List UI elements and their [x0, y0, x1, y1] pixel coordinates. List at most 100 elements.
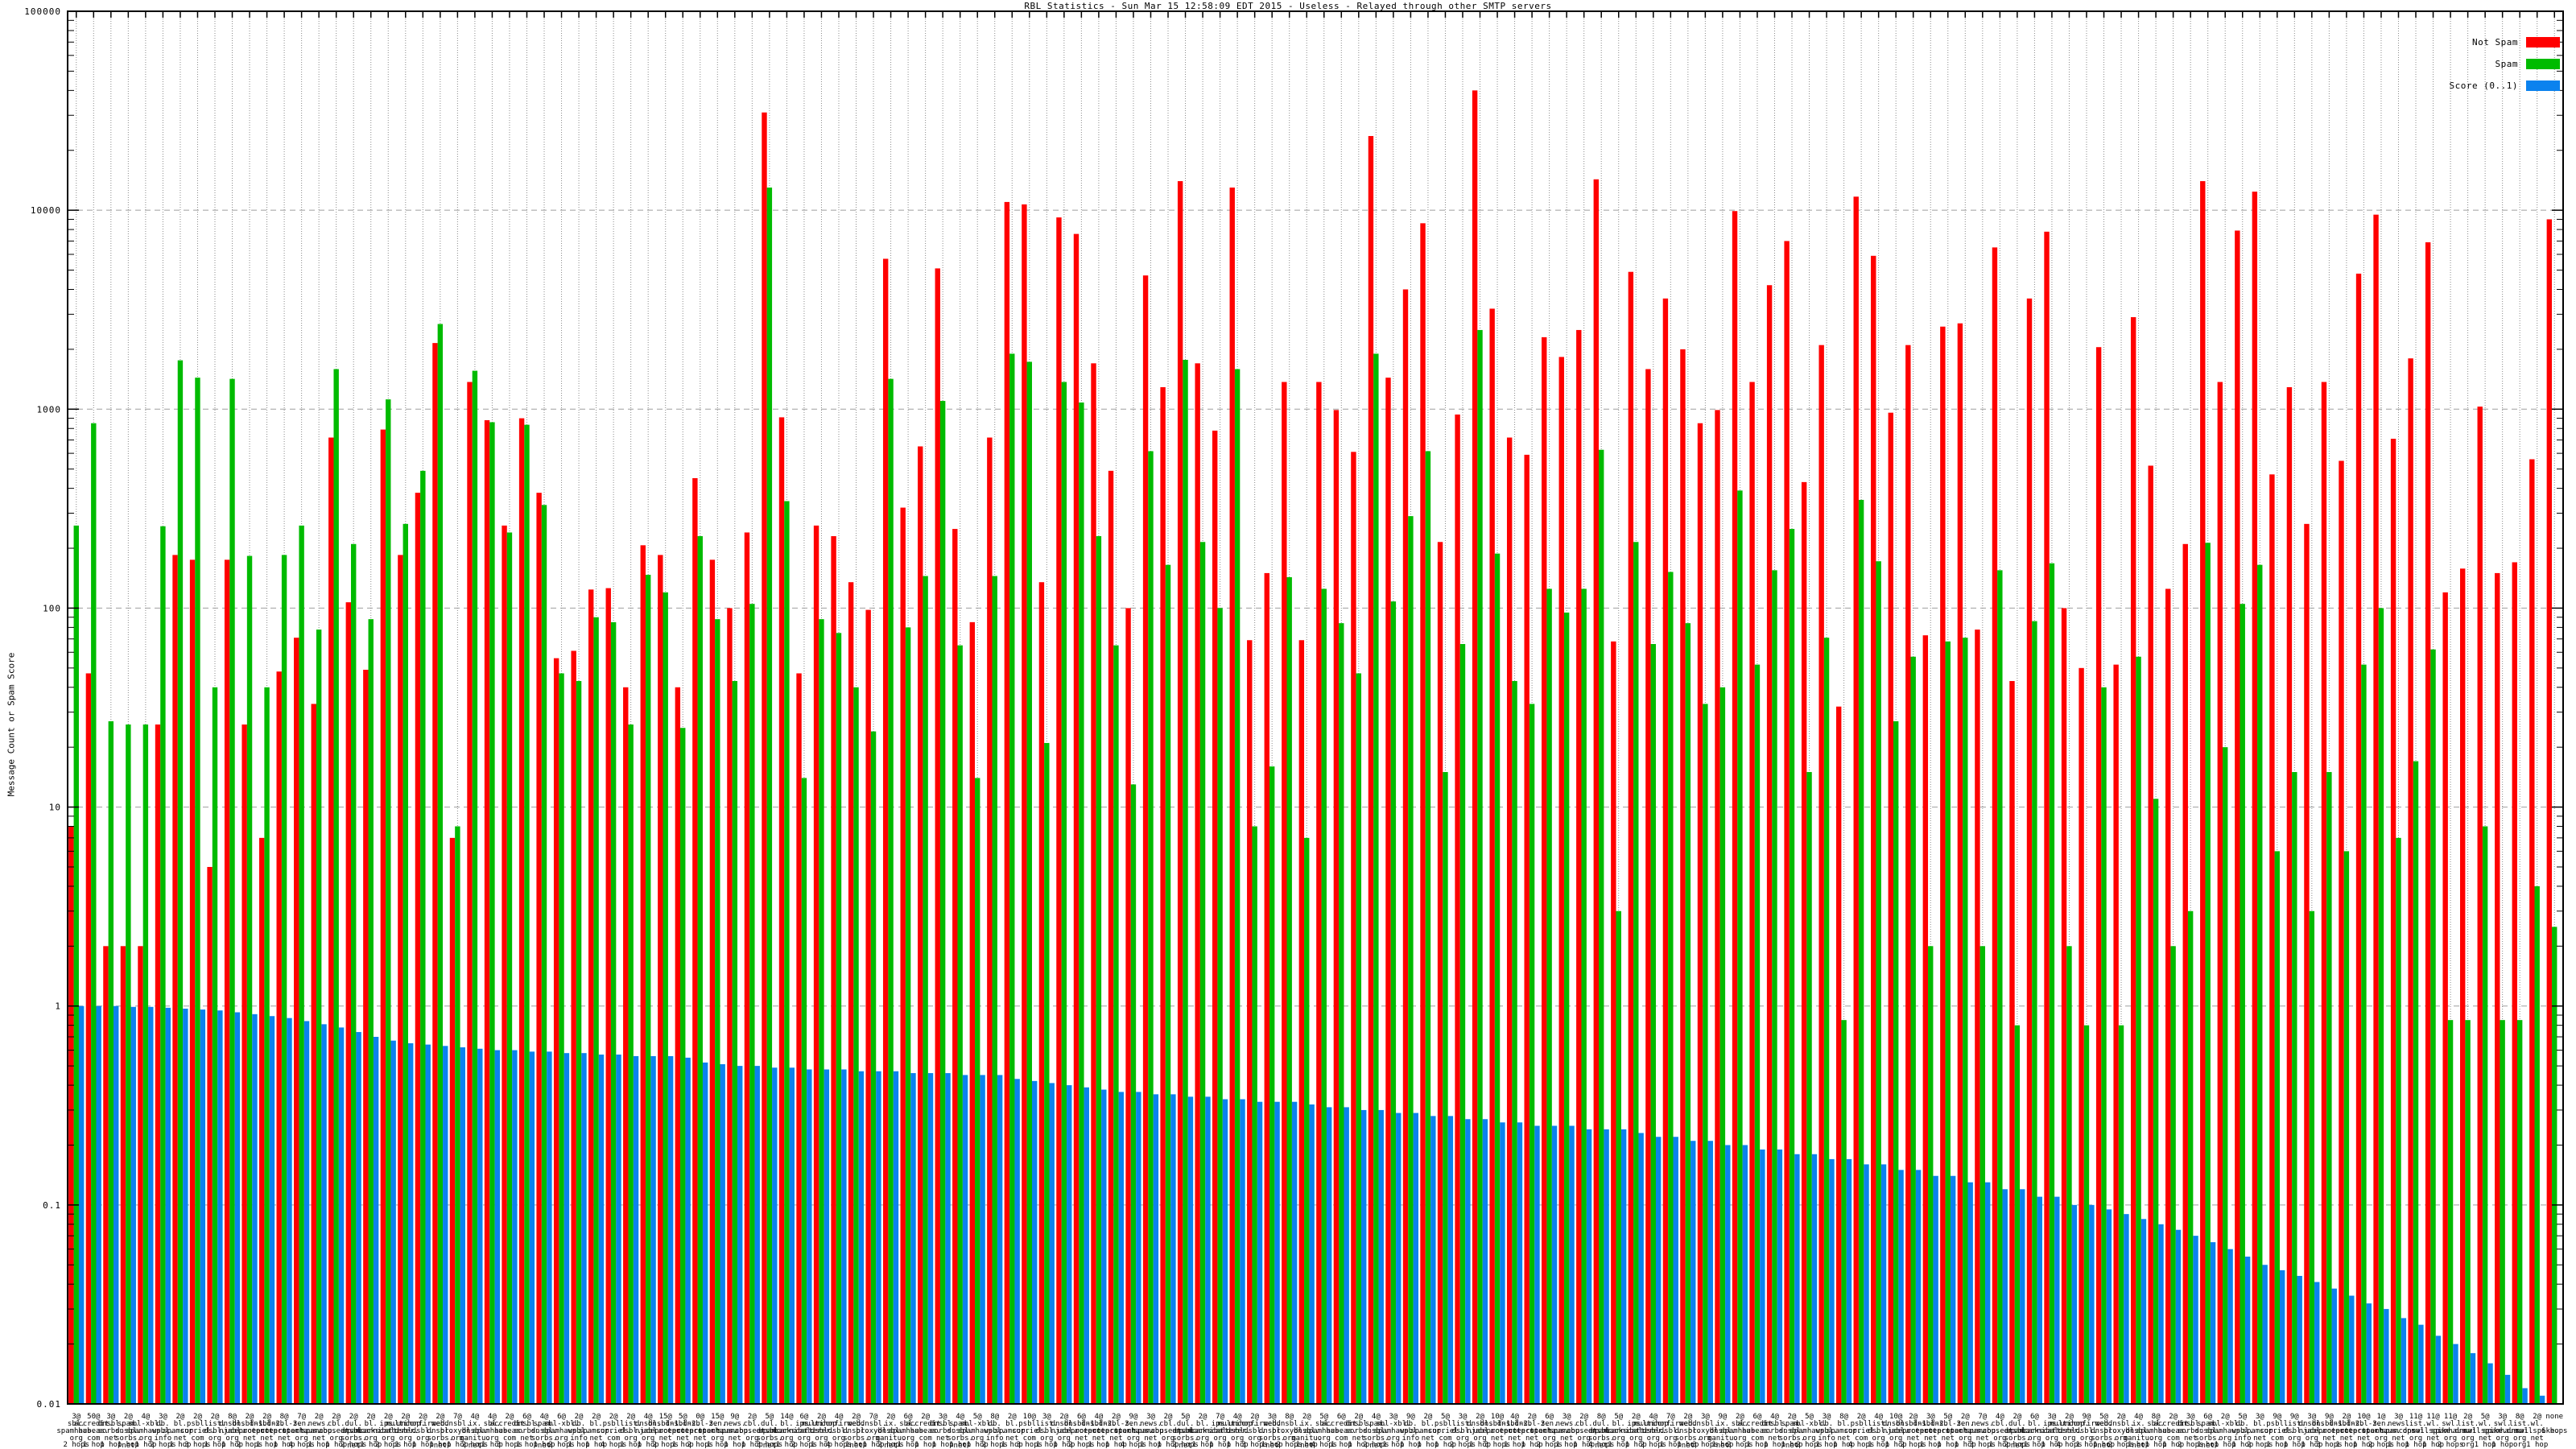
- bar-not-spam: [2235, 230, 2240, 1404]
- bar-not-spam: [918, 446, 923, 1404]
- bar-spam: [1910, 656, 1916, 1404]
- bar-spam: [593, 617, 599, 1404]
- bar-spam: [1304, 837, 1310, 1404]
- x-tick-label: zen.: [293, 1420, 311, 1428]
- x-tick-label: dnsbl.: [1883, 1420, 1909, 1428]
- bar-score: [2366, 1303, 2372, 1404]
- x-tick-label: spamcannibal.: [1174, 1427, 1231, 1435]
- x-tick-label: db.: [572, 1420, 585, 1428]
- x-tick-label: 3@: [1042, 1413, 1051, 1421]
- bar-not-spam: [796, 673, 802, 1404]
- bar-score: [737, 1066, 743, 1404]
- x-tick-label: org: [1040, 1435, 1053, 1443]
- bar-score: [1170, 1094, 1176, 1404]
- x-tick-label-hops: 1 hop: [967, 1441, 989, 1449]
- x-tick-label: spamcop.: [301, 1427, 336, 1435]
- bar-not-spam: [1402, 289, 1409, 1405]
- x-tick-label: psbl.: [2266, 1420, 2288, 1428]
- x-tick-label: dnsbl.: [2108, 1420, 2135, 1428]
- x-tick-label: bl.: [2253, 1420, 2266, 1428]
- x-tick-label: 14@: [780, 1413, 794, 1421]
- x-tick-label: org: [2046, 1435, 2058, 1443]
- x-tick-label: org: [1959, 1435, 1971, 1443]
- x-tick-label: web.: [1263, 1420, 1281, 1428]
- x-tick-label: dnsbl.: [1588, 1427, 1615, 1435]
- x-tick-label: 2@: [609, 1413, 618, 1421]
- x-tick-label: net: [2011, 1442, 2024, 1449]
- x-tick-label: 2@: [436, 1413, 444, 1421]
- bar-score: [1413, 1113, 1419, 1404]
- x-tick-label: 8@: [1839, 1413, 1848, 1421]
- bar-not-spam: [882, 258, 889, 1404]
- x-tick-label: sbl.: [484, 1420, 502, 1428]
- x-tick-label: surriel.: [2260, 1427, 2294, 1435]
- bar-score: [1760, 1149, 1765, 1404]
- bar-spam: [142, 724, 149, 1404]
- x-tick-label: db.: [1404, 1420, 1417, 1428]
- x-tick-label: multihop.: [2050, 1420, 2089, 1428]
- bar-not-spam: [2355, 273, 2362, 1404]
- x-tick-label-hops: 1 hop: [1937, 1441, 1959, 1449]
- chart-title: RBL Statistics - Sun Mar 15 12:58:09 EDT…: [1024, 1, 1552, 11]
- x-tick-label-hops: 1 hop: [2301, 1441, 2322, 1449]
- x-tick-label: dnsbl.: [2091, 1427, 2117, 1435]
- x-tick-label-hops: 1 hop: [1192, 1441, 1214, 1449]
- bar-not-spam: [623, 687, 629, 1404]
- bar-not-spam: [2477, 407, 2483, 1405]
- x-tick-label: net: [1352, 1435, 1365, 1443]
- x-tick-label: org: [70, 1435, 83, 1443]
- bar-spam: [749, 604, 755, 1404]
- bar-not-spam: [1992, 247, 1998, 1404]
- x-tick-label: sbl-xbl.: [128, 1420, 163, 1428]
- x-tick-label: 6@: [1337, 1413, 1346, 1421]
- x-tick-label: uceprotect.: [1508, 1427, 1556, 1435]
- x-tick-label-hops: 1 hop: [672, 1441, 694, 1449]
- bar-spam: [2447, 1020, 2454, 1404]
- bar-score: [1067, 1085, 1072, 1404]
- x-tick-label-hops: 2 hops: [2368, 1441, 2395, 1449]
- x-tick-label-hops: 1 hop: [932, 1441, 954, 1449]
- bar-score: [1361, 1109, 1367, 1404]
- bar-not-spam: [1333, 410, 1340, 1404]
- x-tick-label: 5@: [973, 1413, 982, 1421]
- bar-not-spam: [2113, 664, 2119, 1404]
- bar-score: [1864, 1164, 1869, 1404]
- x-tick-label-hops: 2 hops: [1276, 1441, 1302, 1449]
- x-tick-label: dnsbl.: [843, 1427, 869, 1435]
- x-tick-label: manitu.: [876, 1435, 906, 1443]
- bar-score: [2002, 1189, 2008, 1404]
- x-tick-label: spamcannibal.: [1591, 1427, 1647, 1435]
- x-tick-label: 2@: [2533, 1413, 2541, 1421]
- x-tick-label: ix.: [2132, 1420, 2145, 1428]
- x-tick-label: 2@: [2342, 1413, 2351, 1421]
- bar-not-spam: [831, 536, 836, 1405]
- x-tick-label-hops: 1 hop: [2353, 1441, 2375, 1449]
- x-tick-label-hops: 1 hop: [429, 1441, 451, 1449]
- x-tick-label-hops: 2 hops: [2004, 1441, 2031, 1449]
- bar-not-spam: [1247, 640, 1253, 1404]
- x-tick-label: unconfirmed.: [1228, 1420, 1281, 1428]
- x-tick-label: 8@: [2152, 1413, 2161, 1421]
- bar-score: [494, 1050, 501, 1404]
- x-tick-label: net: [243, 1435, 256, 1443]
- x-tick-label: net: [589, 1435, 602, 1443]
- x-tick-label-hops: 1 hop: [1521, 1441, 1543, 1449]
- x-tick-label-hops: 1 hop: [949, 1441, 971, 1449]
- bar-not-spam: [2425, 242, 2431, 1404]
- bar-not-spam: [380, 429, 386, 1404]
- x-tick-label-hops: 1 hop: [2128, 1441, 2149, 1449]
- x-tick-label: 3@: [1563, 1413, 1571, 1421]
- x-tick-label: multihop.: [1218, 1420, 1257, 1428]
- x-tick-label: dsbl.: [1036, 1427, 1058, 1435]
- x-tick-label: net: [1265, 1442, 1278, 1449]
- x-tick-label-hops: 2 hops: [981, 1441, 1008, 1449]
- x-tick-label-hops: 1 hop: [914, 1441, 936, 1449]
- bar-spam: [2032, 621, 2037, 1404]
- x-tick-label: dnsbl.: [98, 1420, 125, 1428]
- bar-spam: [455, 826, 460, 1404]
- bar-spam: [697, 536, 703, 1405]
- x-tick-label: 9@: [2290, 1413, 2299, 1421]
- bar-score: [1291, 1101, 1298, 1404]
- bar-spam: [1148, 451, 1154, 1404]
- bar-score: [2522, 1388, 2528, 1404]
